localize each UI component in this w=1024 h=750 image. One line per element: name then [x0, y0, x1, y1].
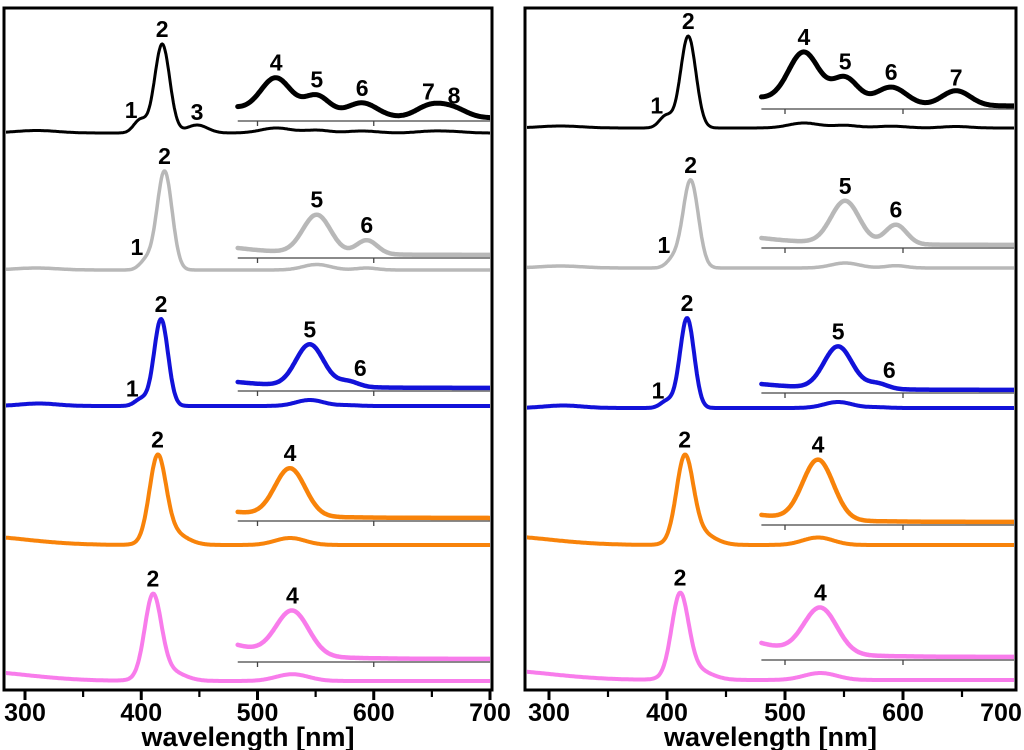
peak-label-spectrum-1-black-2: 2 [682, 8, 695, 34]
peak-label-spectrum-2-gray-1: 1 [131, 234, 144, 260]
inset-curve-spectrum-1-black [758, 49, 1014, 109]
inset-curve-spectrum-5-magenta [759, 605, 1014, 660]
inset-curve-spectrum-2-gray [235, 212, 490, 258]
series-spectrum-2-gray [6, 169, 490, 272]
series-spectrum-4-orange [527, 452, 1014, 547]
inset-peak-label-spectrum-3-blue-6: 6 [883, 357, 896, 383]
main-curve-spectrum-3-blue [6, 317, 490, 408]
x-tick-label-400: 400 [646, 699, 688, 727]
main-curve-spectrum-2-gray [6, 169, 490, 272]
x-tick-label-500: 500 [764, 699, 806, 727]
series-spectrum-4-orange [6, 452, 490, 547]
x-tick-label-300: 300 [4, 699, 46, 727]
inset-curve-spectrum-2-gray [759, 198, 1014, 248]
inset-curve-spectrum-5-magenta [235, 608, 490, 662]
inset-peak-label-spectrum-1-black-6: 6 [356, 75, 369, 101]
main-curve-spectrum-5-magenta [527, 590, 1014, 682]
peak-label-spectrum-1-black-3: 3 [191, 99, 204, 125]
peak-label-spectrum-1-black-1: 1 [125, 97, 138, 123]
inset-curve-spectrum-3-blue [759, 344, 1014, 393]
x-tick-label-600: 600 [882, 699, 924, 727]
inset-curve-spectrum-4-orange [759, 457, 1014, 525]
series-spectrum-5-magenta [6, 591, 490, 683]
inset-peak-label-spectrum-1-black-5: 5 [310, 67, 323, 93]
inset-curve-spectrum-4-orange [235, 465, 490, 521]
series-spectrum-3-blue [6, 317, 490, 408]
series-spectrum-5-magenta [527, 590, 1014, 682]
peak-label-spectrum-5-magenta-2: 2 [146, 566, 159, 592]
inset-peak-label-spectrum-4-orange-4: 4 [812, 432, 825, 458]
inset-peak-label-spectrum-3-blue-6: 6 [354, 355, 367, 381]
x-tick-label-700: 700 [980, 699, 1022, 727]
inset-peak-label-spectrum-1-black-4: 4 [270, 50, 283, 76]
x-axis-title: wavelength [nm] [663, 722, 877, 750]
inset-peak-label-spectrum-4-orange-4: 4 [284, 440, 297, 466]
main-curve-spectrum-4-orange [6, 452, 490, 547]
main-curve-spectrum-4-orange [527, 452, 1014, 547]
main-curve-spectrum-1-black [6, 42, 490, 135]
inset-peak-label-spectrum-3-blue-5: 5 [303, 316, 316, 342]
x-tick-label-700: 700 [469, 699, 511, 727]
panel-frame-right [523, 6, 1018, 692]
main-curve-spectrum-1-black [527, 34, 1014, 130]
peak-label-spectrum-1-black-2: 2 [156, 16, 169, 42]
series-spectrum-3-blue [527, 316, 1014, 410]
inset-curve-spectrum-3-blue [235, 342, 490, 391]
panel-frame-left [2, 6, 494, 692]
peak-label-spectrum-1-black-1: 1 [650, 93, 663, 119]
x-tick-label-600: 600 [353, 699, 395, 727]
inset-curve-spectrum-1-black [235, 75, 490, 121]
series-spectrum-2-gray [527, 178, 1014, 270]
peak-label-spectrum-3-blue-2: 2 [681, 290, 694, 316]
inset-peak-label-spectrum-5-magenta-4: 4 [814, 579, 827, 605]
peak-label-spectrum-3-blue-2: 2 [155, 291, 168, 317]
peak-label-spectrum-4-orange-2: 2 [151, 427, 164, 453]
inset-peak-label-spectrum-2-gray-5: 5 [839, 173, 852, 199]
inset-peak-label-spectrum-1-black-7: 7 [422, 78, 435, 104]
inset-peak-label-spectrum-2-gray-5: 5 [310, 187, 323, 213]
inset-peak-label-spectrum-1-black-8: 8 [448, 82, 461, 108]
inset-peak-label-spectrum-3-blue-5: 5 [832, 318, 845, 344]
peak-label-spectrum-2-gray-2: 2 [684, 152, 697, 178]
peak-label-spectrum-4-orange-2: 2 [678, 427, 691, 453]
x-tick-label-500: 500 [237, 699, 279, 727]
peak-label-spectrum-5-magenta-2: 2 [674, 565, 687, 591]
x-axis-title: wavelength [nm] [140, 722, 354, 750]
peak-label-spectrum-3-blue-1: 1 [126, 375, 139, 401]
x-tick-label-300: 300 [528, 699, 570, 727]
inset-peak-label-spectrum-1-black-7: 7 [950, 65, 963, 91]
main-curve-spectrum-5-magenta [6, 591, 490, 683]
inset-peak-label-spectrum-1-black-4: 4 [797, 24, 810, 50]
inset-peak-label-spectrum-2-gray-6: 6 [890, 197, 903, 223]
x-tick-label-400: 400 [120, 699, 162, 727]
main-curve-spectrum-3-blue [527, 316, 1014, 410]
peak-label-spectrum-3-blue-1: 1 [652, 377, 665, 403]
series-spectrum-1-black [527, 34, 1014, 130]
inset-peak-label-spectrum-1-black-6: 6 [885, 59, 898, 85]
main-curve-spectrum-2-gray [527, 178, 1014, 270]
inset-peak-label-spectrum-1-black-5: 5 [839, 49, 852, 75]
inset-peak-label-spectrum-5-magenta-4: 4 [286, 582, 299, 608]
inset-peak-label-spectrum-2-gray-6: 6 [360, 212, 373, 238]
peak-label-spectrum-2-gray-1: 1 [658, 232, 671, 258]
peak-label-spectrum-2-gray-2: 2 [158, 143, 171, 169]
series-spectrum-1-black [6, 42, 490, 135]
